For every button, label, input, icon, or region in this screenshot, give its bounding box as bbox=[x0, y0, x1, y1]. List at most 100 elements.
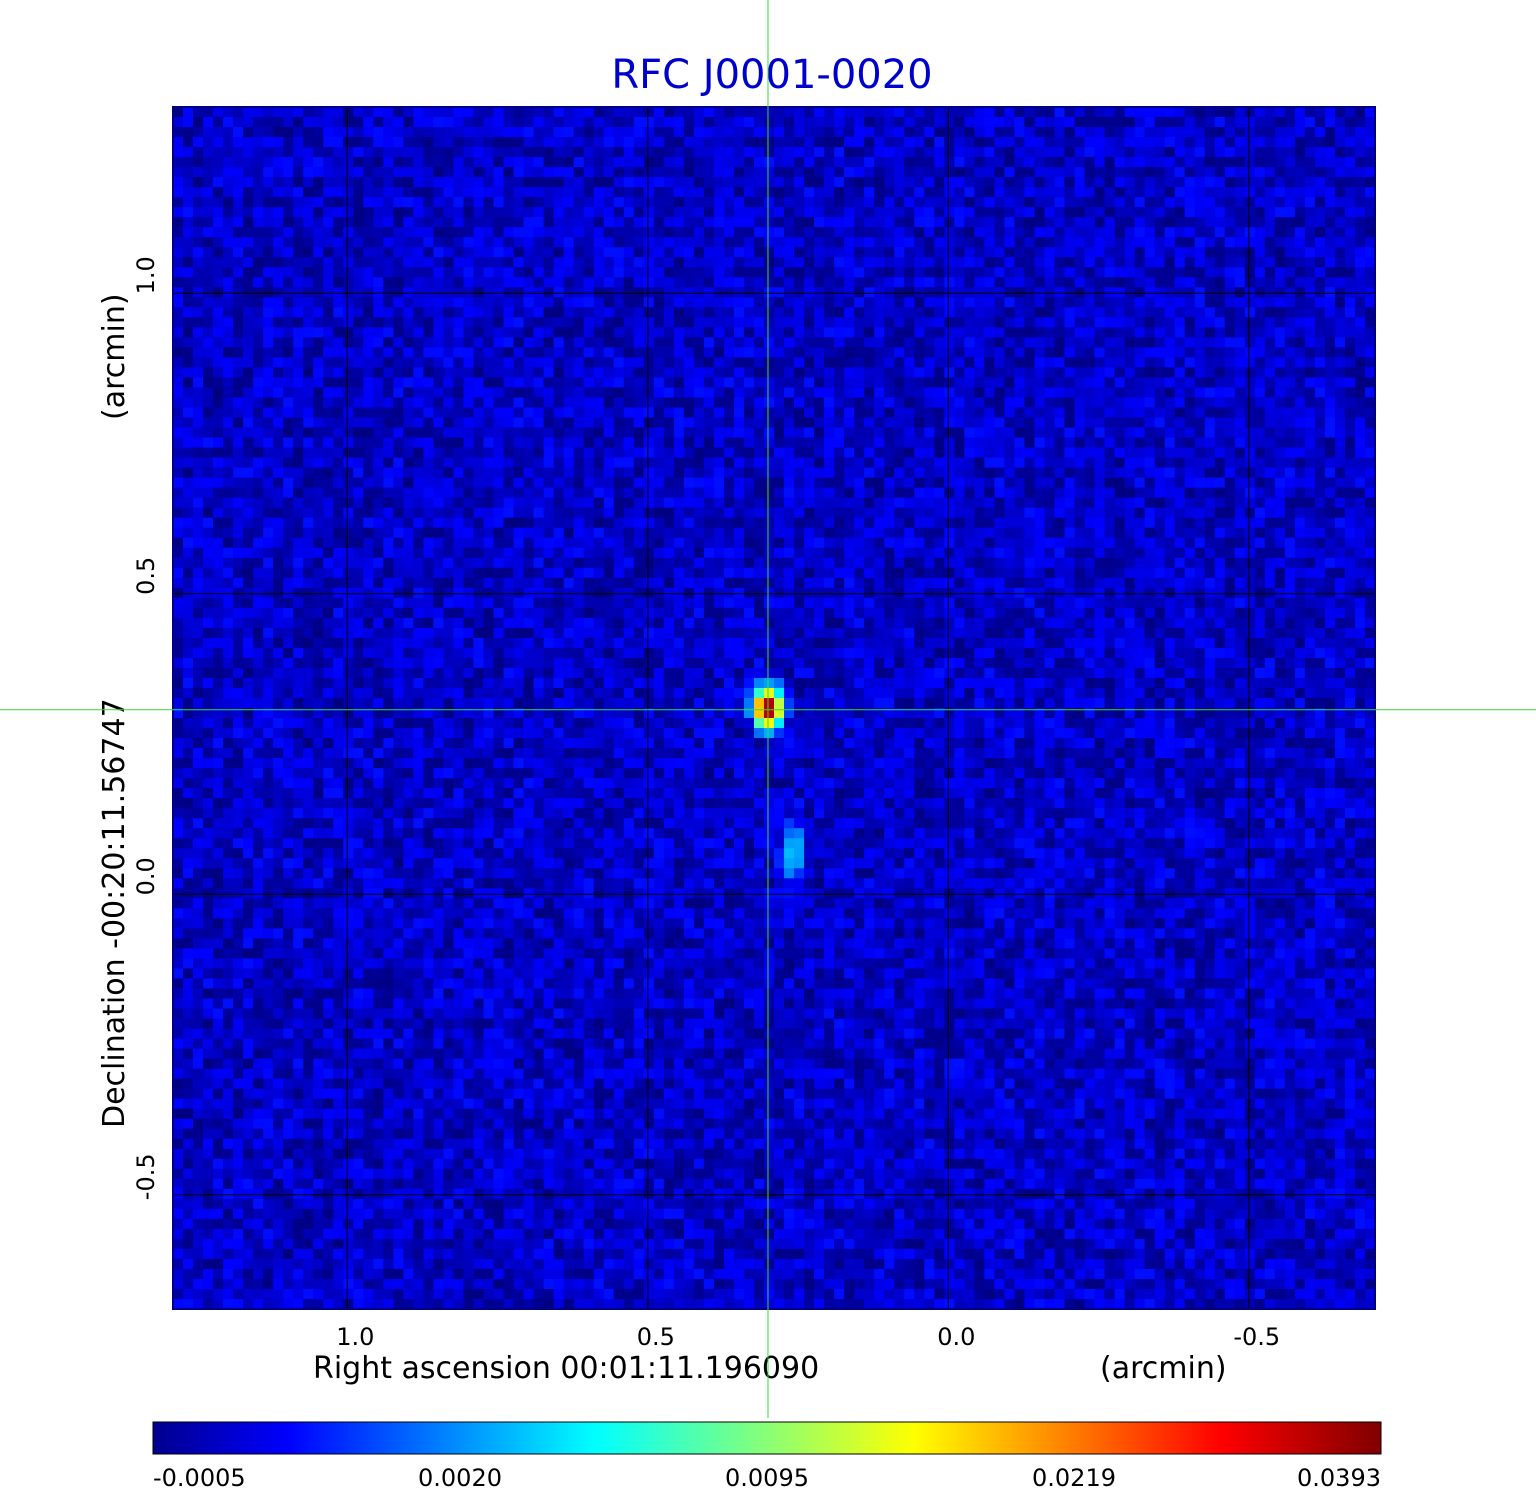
image-pixel bbox=[713, 377, 725, 389]
image-pixel bbox=[964, 487, 975, 499]
image-pixel bbox=[673, 387, 685, 399]
image-pixel bbox=[1254, 437, 1266, 449]
image-pixel bbox=[874, 467, 885, 479]
image-pixel bbox=[1254, 337, 1266, 348]
image-pixel bbox=[1334, 337, 1346, 348]
image-pixel bbox=[1354, 417, 1366, 429]
image-pixel bbox=[683, 327, 695, 338]
image-pixel bbox=[363, 377, 374, 389]
image-pixel bbox=[633, 407, 645, 419]
image-pixel bbox=[543, 147, 555, 158]
image-pixel bbox=[173, 447, 184, 459]
image-pixel bbox=[924, 217, 935, 228]
image-pixel bbox=[553, 227, 565, 238]
image-pixel bbox=[1274, 227, 1286, 238]
image-pixel bbox=[804, 147, 815, 158]
image-pixel bbox=[393, 497, 404, 509]
image-pixel bbox=[1044, 477, 1056, 489]
image-pixel bbox=[323, 507, 334, 519]
image-pixel bbox=[763, 227, 775, 238]
image-pixel bbox=[623, 407, 635, 419]
image-pixel bbox=[383, 207, 394, 218]
image-pixel bbox=[293, 487, 304, 499]
image-pixel bbox=[573, 167, 585, 178]
image-pixel bbox=[1334, 197, 1346, 208]
image-pixel bbox=[894, 517, 905, 529]
image-pixel bbox=[473, 387, 485, 399]
image-pixel bbox=[964, 257, 975, 268]
image-pixel bbox=[713, 327, 725, 338]
image-pixel bbox=[774, 487, 785, 499]
image-pixel bbox=[603, 427, 615, 439]
image-pixel bbox=[774, 127, 785, 138]
image-pixel bbox=[904, 277, 915, 288]
image-pixel bbox=[914, 277, 925, 288]
image-pixel bbox=[373, 467, 384, 479]
image-pixel bbox=[1004, 107, 1015, 118]
image-pixel bbox=[323, 417, 334, 429]
image-pixel bbox=[1314, 437, 1326, 449]
image-pixel bbox=[944, 307, 955, 318]
image-pixel bbox=[884, 217, 895, 228]
image-pixel bbox=[834, 427, 845, 439]
image-pixel bbox=[894, 287, 905, 298]
image-pixel bbox=[1064, 307, 1076, 318]
image-pixel bbox=[1274, 507, 1286, 519]
image-pixel bbox=[874, 397, 885, 409]
image-pixel bbox=[1344, 257, 1356, 268]
image-pixel bbox=[573, 297, 585, 308]
image-pixel bbox=[343, 447, 354, 459]
image-pixel bbox=[1234, 377, 1246, 389]
image-pixel bbox=[944, 477, 955, 489]
image-pixel bbox=[1114, 157, 1126, 168]
image-pixel bbox=[683, 307, 695, 318]
image-pixel bbox=[1294, 227, 1306, 238]
image-pixel bbox=[583, 107, 595, 118]
image-pixel bbox=[763, 217, 775, 228]
image-pixel bbox=[483, 247, 495, 258]
image-pixel bbox=[1004, 407, 1015, 419]
image-pixel bbox=[363, 387, 374, 399]
image-pixel bbox=[503, 367, 515, 379]
image-pixel bbox=[333, 417, 344, 429]
image-pixel bbox=[1364, 217, 1376, 228]
image-pixel bbox=[743, 117, 755, 128]
image-pixel bbox=[1004, 337, 1015, 348]
image-pixel bbox=[323, 217, 334, 228]
image-pixel bbox=[433, 467, 445, 479]
image-pixel bbox=[1284, 117, 1296, 128]
image-pixel bbox=[513, 367, 525, 379]
image-pixel bbox=[453, 347, 465, 359]
image-pixel bbox=[273, 427, 284, 439]
image-pixel bbox=[733, 467, 745, 479]
image-pixel bbox=[994, 277, 1005, 288]
image-pixel bbox=[1244, 477, 1256, 489]
image-pixel bbox=[1364, 377, 1376, 389]
image-pixel bbox=[1274, 277, 1286, 288]
image-pixel bbox=[633, 287, 645, 298]
image-pixel bbox=[493, 297, 505, 308]
image-pixel bbox=[1004, 317, 1015, 328]
image-pixel bbox=[633, 417, 645, 429]
image-pixel bbox=[383, 117, 394, 128]
image-pixel bbox=[1224, 487, 1236, 499]
image-pixel bbox=[814, 517, 825, 529]
image-pixel bbox=[243, 317, 254, 328]
image-pixel bbox=[854, 167, 865, 178]
image-pixel bbox=[1144, 477, 1156, 489]
image-pixel bbox=[333, 157, 344, 168]
image-pixel bbox=[1124, 407, 1136, 419]
image-pixel bbox=[373, 317, 384, 328]
image-pixel bbox=[513, 507, 525, 519]
image-pixel bbox=[493, 327, 505, 338]
image-pixel bbox=[343, 297, 354, 308]
image-pixel bbox=[1074, 457, 1086, 469]
image-pixel bbox=[864, 157, 875, 168]
image-pixel bbox=[723, 397, 735, 409]
image-pixel bbox=[613, 477, 625, 489]
image-pixel bbox=[1284, 307, 1296, 318]
image-pixel bbox=[533, 387, 545, 399]
image-pixel bbox=[814, 107, 825, 118]
image-pixel bbox=[223, 157, 234, 168]
image-pixel bbox=[1004, 197, 1015, 208]
